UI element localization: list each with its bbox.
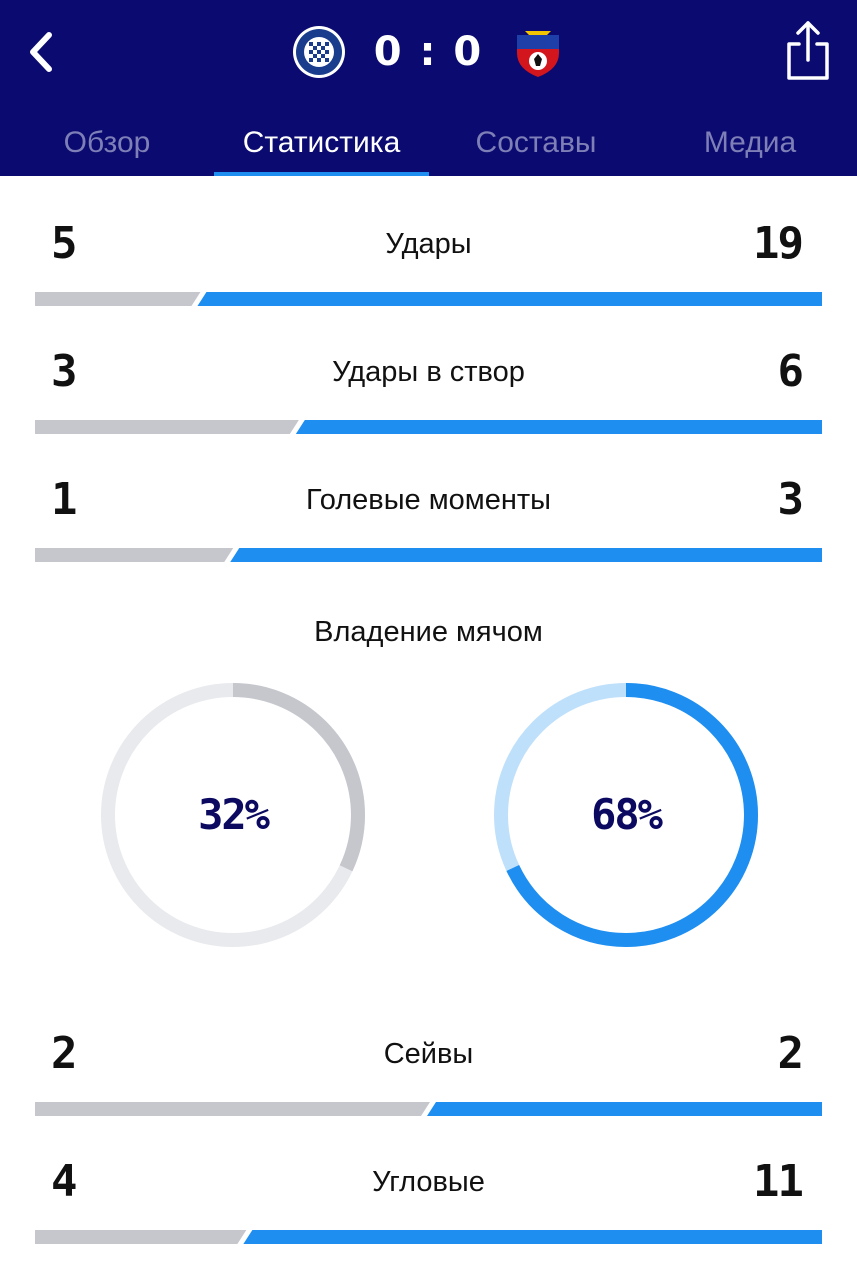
stat-label: Удары в створ xyxy=(332,356,525,388)
stat-label: Угловые xyxy=(372,1166,485,1198)
tab-label: Составы xyxy=(475,126,597,159)
match-header: 0 : 0 Обзор Статистика Составы Медиа xyxy=(0,0,857,176)
home-possession-ring: 32% xyxy=(100,682,366,948)
away-stat-value: 3 xyxy=(777,474,804,525)
active-tab-indicator xyxy=(214,172,429,176)
home-bar-segment xyxy=(35,292,201,306)
tab-bar: Обзор Статистика Составы Медиа xyxy=(0,110,857,176)
away-stat-value: 2 xyxy=(777,1028,804,1079)
away-bar-segment xyxy=(197,292,822,306)
stat-label: Удары xyxy=(385,228,472,260)
tab-media[interactable]: Медиа xyxy=(643,110,857,176)
away-bar-segment xyxy=(243,1230,822,1244)
home-bar-segment xyxy=(35,1102,430,1116)
home-stat-value: 5 xyxy=(51,218,77,269)
stat-comparison-bar xyxy=(35,420,822,434)
home-stat-value: 4 xyxy=(51,1156,77,1207)
stat-comparison-bar xyxy=(35,1230,822,1244)
ring-progress xyxy=(494,683,758,947)
stat-row-shots-on-target: 3 Удары в створ 6 xyxy=(35,328,822,456)
home-possession-chart xyxy=(101,683,365,947)
stat-comparison-bar xyxy=(35,292,822,306)
stat-row-corners: 4 Угловые 11 xyxy=(35,1138,822,1266)
tab-statistics[interactable]: Статистика xyxy=(214,110,429,176)
tab-lineups[interactable]: Составы xyxy=(429,110,643,176)
home-possession-percent: 32% xyxy=(198,790,270,839)
away-bar-segment xyxy=(230,548,822,562)
away-stat-value: 19 xyxy=(753,218,804,269)
chevron-left-icon xyxy=(30,32,52,72)
home-stat-value: 2 xyxy=(51,1028,77,1079)
home-bar-segment xyxy=(35,548,234,562)
away-stat-value: 6 xyxy=(777,346,804,397)
away-stat-value: 11 xyxy=(753,1156,804,1207)
stat-label: Голевые моменты xyxy=(305,484,551,516)
stat-row-shots: 5 Удары 19 xyxy=(35,200,822,328)
home-team-logo[interactable] xyxy=(292,25,346,79)
tab-overview[interactable]: Обзор xyxy=(0,110,214,176)
away-bar-segment xyxy=(427,1102,822,1116)
away-possession-chart xyxy=(494,683,758,947)
match-score: 0 : 0 xyxy=(373,29,484,75)
back-button[interactable] xyxy=(18,28,62,76)
home-stat-value: 1 xyxy=(51,474,77,525)
stat-comparison-bar xyxy=(35,1102,822,1116)
ring-progress xyxy=(101,683,365,947)
away-possession-percent: 68% xyxy=(591,790,663,839)
tab-label: Статистика xyxy=(242,126,401,159)
share-button[interactable] xyxy=(783,20,833,82)
stat-row-big-chances: 1 Голевые моменты 3 xyxy=(35,456,822,584)
home-bar-segment xyxy=(35,1230,247,1244)
stat-label: Сейвы xyxy=(383,1038,474,1070)
away-bar-segment xyxy=(295,420,822,434)
away-possession-ring: 68% xyxy=(493,682,759,948)
tab-label: Медиа xyxy=(703,126,797,159)
stat-row-saves: 2 Сейвы 2 xyxy=(35,1010,822,1138)
home-bar-segment xyxy=(35,420,299,434)
scoreboard: 0 : 0 xyxy=(0,22,857,82)
possession-title: Владение мячом xyxy=(314,616,543,648)
tab-label: Обзор xyxy=(63,126,151,159)
share-icon xyxy=(787,21,829,80)
away-team-logo[interactable] xyxy=(511,25,565,79)
home-stat-value: 3 xyxy=(51,346,77,397)
stat-comparison-bar xyxy=(35,548,822,562)
